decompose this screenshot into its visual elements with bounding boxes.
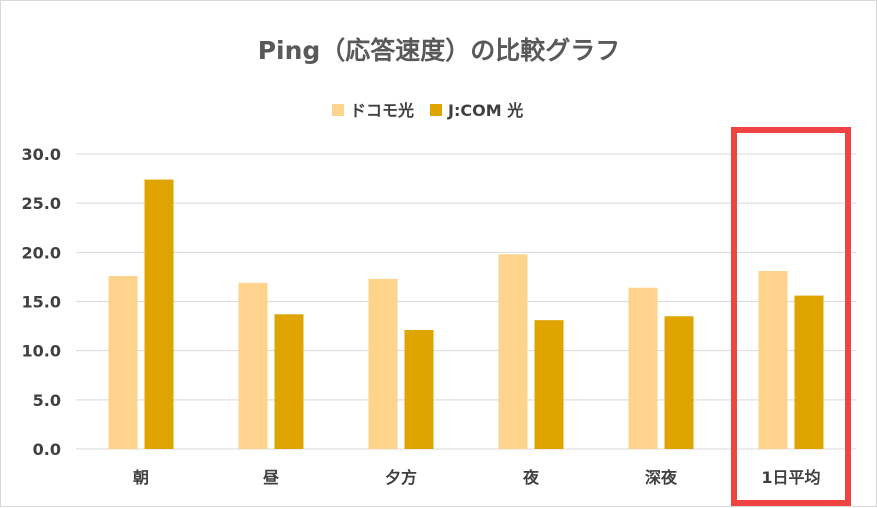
x-tick-label: 夜	[522, 468, 540, 487]
x-tick-label: 深夜	[645, 468, 678, 487]
highlight-box	[731, 127, 851, 506]
bar-docomo-3	[368, 278, 398, 449]
legend-swatch-1	[332, 104, 344, 116]
legend-swatch-2	[430, 104, 442, 116]
legend-label-2: J:COM 光	[447, 101, 523, 120]
y-tick-label: 20.0	[22, 243, 61, 262]
x-tick-label: 朝	[133, 468, 149, 487]
bar-docomo-6	[758, 271, 788, 449]
x-tick-label: 夕方	[385, 468, 417, 487]
legend-label-1: ドコモ光	[350, 101, 414, 120]
bar-jcom-6	[794, 295, 824, 449]
bar-docomo-5	[628, 287, 658, 449]
bar-jcom-3	[404, 330, 434, 449]
bar-jcom-4	[534, 320, 564, 449]
y-tick-label: 10.0	[22, 342, 61, 361]
y-tick-label: 30.0	[22, 145, 61, 164]
x-tick-label: 昼	[262, 468, 280, 487]
y-tick-label: 25.0	[22, 194, 61, 213]
bar-docomo-2	[238, 282, 268, 449]
x-tick-label: 1日平均	[761, 468, 820, 487]
y-tick-label: 0.0	[33, 440, 61, 459]
bar-jcom-1	[144, 179, 174, 450]
chart-title: Ping（応答速度）の比較グラフ	[258, 36, 621, 65]
bar-jcom-5	[664, 316, 694, 449]
y-tick-label: 15.0	[22, 293, 61, 312]
bar-docomo-1	[108, 275, 138, 449]
y-tick-label: 5.0	[33, 391, 61, 410]
bar-jcom-2	[274, 314, 304, 449]
bar-docomo-4	[498, 254, 528, 449]
